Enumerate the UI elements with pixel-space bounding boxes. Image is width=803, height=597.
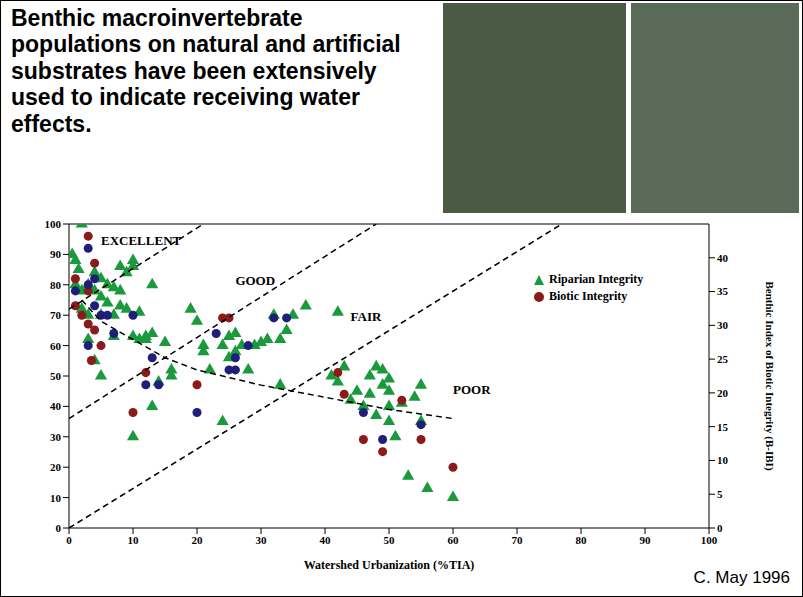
html-text:Riparian Integrity: Riparian Integrity (549, 272, 644, 286)
html-text:C. May 1996: C. May 1996 (693, 568, 790, 587)
svg-text:30: 30 (717, 319, 729, 331)
svg-text:20: 20 (192, 534, 204, 546)
svg-text:0: 0 (56, 522, 62, 534)
svg-text:Watershed Urbanization (%TIA): Watershed Urbanization (%TIA) (304, 558, 475, 572)
svg-text:70: 70 (512, 534, 524, 546)
svg-text:40: 40 (717, 252, 729, 264)
svg-text:100: 100 (701, 534, 718, 546)
svg-text:80: 80 (576, 534, 588, 546)
svg-text:25: 25 (717, 353, 729, 365)
svg-text:0: 0 (717, 522, 723, 534)
svg-text:90: 90 (640, 534, 652, 546)
svg-text:100: 100 (45, 218, 62, 230)
svg-text:20: 20 (717, 387, 729, 399)
svg-text:40: 40 (320, 534, 332, 546)
svg-text:15: 15 (717, 421, 729, 433)
svg-text:70: 70 (50, 309, 62, 321)
svg-text:30: 30 (256, 534, 268, 546)
svg-text:Benthic Index of Biotic Integr: Benthic Index of Biotic Integrity (B-IBI… (763, 281, 776, 470)
svg-text:10: 10 (128, 534, 140, 546)
html-text:Biotic Integrity: Biotic Integrity (549, 289, 628, 303)
svg-text:GOOD: GOOD (235, 273, 275, 288)
svg-text:35: 35 (717, 285, 729, 297)
svg-text:20: 20 (50, 461, 62, 473)
svg-text:30: 30 (50, 431, 62, 443)
svg-text:50: 50 (50, 370, 62, 382)
svg-text:EXCELLENT: EXCELLENT (101, 233, 182, 248)
svg-text:0: 0 (66, 534, 72, 546)
svg-text:POOR: POOR (453, 382, 491, 397)
svg-text:60: 60 (448, 534, 460, 546)
svg-text:10: 10 (50, 492, 62, 504)
svg-text:50: 50 (384, 534, 396, 546)
svg-text:60: 60 (50, 340, 62, 352)
svg-text:80: 80 (50, 279, 62, 291)
svg-text:5: 5 (717, 488, 723, 500)
svg-text:90: 90 (50, 248, 62, 260)
svg-text:FAIR: FAIR (351, 309, 382, 324)
svg-text:10: 10 (717, 454, 729, 466)
svg-text:40: 40 (50, 400, 62, 412)
html-text:Benthic macroinvertebrate popu: Benthic macroinvertebrate populations on… (11, 5, 401, 137)
